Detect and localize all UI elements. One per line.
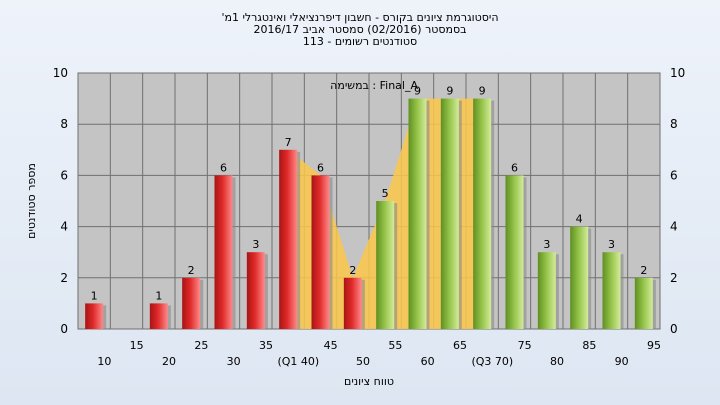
bar-90 — [602, 252, 621, 329]
bar-20 — [149, 303, 168, 329]
x-axis-ticks-bottom: 10 20 30 (Q1 40) 50 60 (Q3 70) 80 90 — [97, 355, 628, 368]
data-label: 3 — [252, 238, 259, 251]
data-label: 3 — [543, 238, 550, 251]
x-tick-top: 75 — [518, 339, 532, 352]
x-tick-bottom: (Q1 40) — [277, 355, 319, 368]
bar-35 — [246, 252, 265, 329]
y-axis-left: 0 2 4 6 8 10 — [53, 66, 68, 336]
data-label: 9 — [446, 85, 453, 98]
x-tick-top: 45 — [324, 339, 338, 352]
bar-25 — [182, 277, 201, 329]
y-tick-left: 0 — [60, 322, 68, 336]
y-axis-right: 0 2 4 6 8 10 — [670, 66, 685, 336]
x-tick-top: 65 — [453, 339, 467, 352]
bars — [85, 98, 656, 329]
bar-95 — [634, 277, 653, 329]
y-tick-left: 10 — [53, 66, 68, 80]
x-tick-bottom: 20 — [162, 355, 176, 368]
chart-title: 'היסטוגרמת ציונים בקורס - חשבון דיפרנציא… — [221, 11, 498, 48]
x-tick-bottom: (Q3 70) — [471, 355, 513, 368]
chart-title-line-3: סטודנטים רשומים - 113 — [303, 35, 417, 48]
y-tick-right: 6 — [670, 168, 678, 182]
x-tick-bottom: 10 — [97, 355, 111, 368]
x-tick-top: 95 — [647, 339, 661, 352]
bar-55 — [376, 201, 395, 329]
y-tick-left: 8 — [60, 117, 68, 131]
y-tick-left: 4 — [60, 220, 68, 234]
data-label: 5 — [382, 187, 389, 200]
y-tick-right: 2 — [670, 271, 678, 285]
x-tick-bottom: 50 — [356, 355, 370, 368]
x-tick-top: 55 — [388, 339, 402, 352]
bar-70 — [473, 98, 492, 329]
bar-80 — [537, 252, 556, 329]
x-tick-bottom: 90 — [615, 355, 629, 368]
data-label: 4 — [576, 213, 583, 226]
x-axis-ticks-top: 15 25 35 45 55 65 75 85 95 — [130, 339, 661, 352]
y-tick-right: 4 — [670, 220, 678, 234]
bar-75 — [505, 175, 524, 329]
data-label: 3 — [608, 238, 615, 251]
task-annotation: במשימה : Final_A — [330, 79, 418, 92]
bar-65 — [440, 98, 459, 329]
data-label: 2 — [640, 264, 647, 277]
data-label: 6 — [317, 161, 324, 174]
x-tick-bottom: 60 — [421, 355, 435, 368]
bar-40 — [279, 149, 298, 329]
data-label: 2 — [349, 264, 356, 277]
x-axis-title: טווח ציונים — [344, 375, 394, 388]
data-label: 7 — [285, 136, 292, 149]
y-tick-right: 10 — [670, 66, 685, 80]
y-tick-left: 2 — [60, 271, 68, 285]
bar-10 — [85, 303, 104, 329]
y-tick-right: 8 — [670, 117, 678, 131]
bar-45 — [311, 175, 330, 329]
x-tick-top: 15 — [130, 339, 144, 352]
x-tick-top: 35 — [259, 339, 273, 352]
bar-30 — [214, 175, 233, 329]
data-label: 9 — [414, 85, 421, 98]
chart-title-line-2: בסמסטר (02/2016) סמסטר אביב 2016/17 — [253, 23, 466, 36]
data-label: 2 — [188, 264, 195, 277]
data-label: 6 — [220, 161, 227, 174]
bar-60 — [408, 98, 427, 329]
data-label: 9 — [479, 85, 486, 98]
x-tick-top: 85 — [582, 339, 596, 352]
x-tick-bottom: 80 — [550, 355, 564, 368]
data-label: 1 — [155, 289, 162, 302]
bar-85 — [570, 226, 589, 329]
data-label: 1 — [91, 289, 98, 302]
y-tick-left: 6 — [60, 168, 68, 182]
data-label: 6 — [511, 161, 518, 174]
y-tick-right: 0 — [670, 322, 678, 336]
bar-50 — [343, 277, 362, 329]
chart-title-line-1: 'היסטוגרמת ציונים בקורס - חשבון דיפרנציא… — [221, 11, 498, 24]
y-axis-title: מספר סטודנטים — [25, 163, 38, 239]
x-tick-bottom: 30 — [227, 355, 241, 368]
x-tick-top: 25 — [194, 339, 208, 352]
data-labels: 1 1 2 6 3 7 6 2 5 9 9 9 6 3 4 3 2 — [91, 85, 648, 303]
